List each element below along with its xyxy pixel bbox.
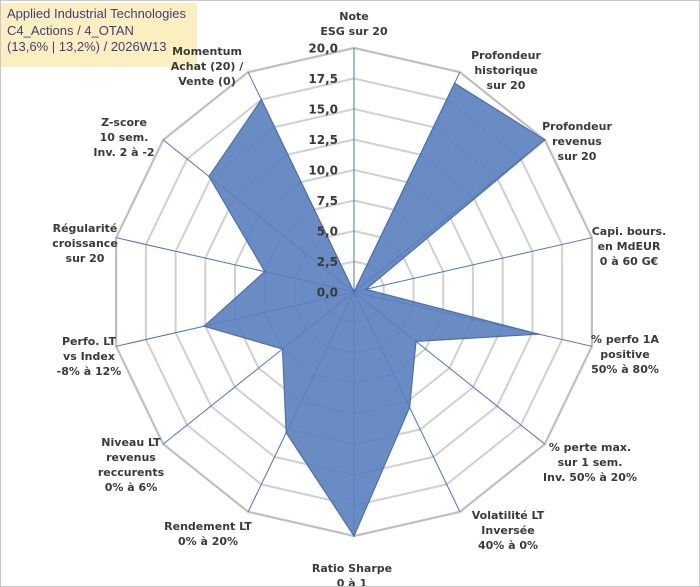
category-label: 50% à 80% bbox=[591, 363, 659, 376]
category-label: sur 20 bbox=[66, 252, 105, 265]
data-point bbox=[208, 175, 210, 178]
category-label: positive bbox=[600, 348, 649, 361]
data-point bbox=[365, 288, 367, 291]
category-label: revenus bbox=[106, 451, 156, 464]
category-label: Z-score bbox=[101, 116, 147, 129]
category-label: 0% à 6% bbox=[105, 481, 157, 494]
category-label: Vente (0) bbox=[178, 75, 235, 88]
radar-series bbox=[202, 82, 546, 538]
category-label: Inv. 2 à -2 bbox=[93, 146, 154, 159]
data-point bbox=[453, 82, 456, 84]
data-point bbox=[415, 340, 417, 343]
title-line-company: Applied Industrial Technologies bbox=[7, 6, 186, 21]
category-label: vs Index bbox=[63, 350, 115, 363]
chart-title-box: Applied Industrial Technologies C4_Actio… bbox=[1, 3, 197, 67]
tick-label: 12,5 bbox=[308, 133, 338, 147]
category-label: Momentum bbox=[172, 45, 242, 58]
tick-label: 17,5 bbox=[308, 72, 338, 86]
category-label: Profondeur bbox=[471, 49, 541, 62]
category-label: reccurents bbox=[98, 466, 165, 479]
tick-label: 7,5 bbox=[317, 194, 338, 208]
data-point bbox=[408, 406, 411, 409]
category-label: sur 20 bbox=[487, 79, 526, 92]
tick-label: 10,0 bbox=[308, 164, 338, 178]
category-label: 0% à 20% bbox=[178, 535, 238, 548]
series-area bbox=[202, 82, 546, 538]
category-label: Inversée bbox=[481, 524, 534, 537]
value-axis: 0,0 2,5 5,0 7,5 10,0 12,5 15,0 17,5 20,0 bbox=[308, 42, 338, 300]
data-point bbox=[353, 291, 355, 293]
data-point bbox=[203, 325, 205, 328]
data-point bbox=[264, 270, 266, 273]
category-label: 40% à 0% bbox=[478, 539, 538, 552]
title-line-portfolio: C4_Actions / 4_OTAN bbox=[7, 22, 134, 38]
title-line-performance: (13,6% | 13,2%) / 2026W13 bbox=[7, 39, 167, 54]
category-label: sur 20 bbox=[558, 150, 597, 163]
category-label: croissance bbox=[52, 237, 118, 250]
category-label: Volatilité LT bbox=[472, 509, 545, 522]
tick-label: 20,0 bbox=[308, 42, 338, 56]
category-label: Ratio Sharpe bbox=[312, 562, 392, 575]
category-label: Profondeur bbox=[542, 120, 612, 133]
axis-spoke bbox=[353, 237, 593, 293]
category-label: Note bbox=[339, 10, 368, 23]
category-label: Niveau LT bbox=[101, 436, 161, 449]
category-label: 0 à 60 G€ bbox=[600, 255, 659, 268]
data-point bbox=[260, 98, 263, 101]
category-label: 0 à 1 bbox=[337, 577, 367, 586]
data-point bbox=[544, 139, 546, 141]
tick-label: 5,0 bbox=[317, 225, 338, 239]
category-label: -8% à 12% bbox=[57, 365, 122, 378]
tick-label: 15,0 bbox=[308, 103, 338, 117]
tick-label: 0,0 bbox=[317, 286, 338, 300]
category-label: en MdEUR bbox=[598, 240, 661, 253]
data-point bbox=[285, 431, 288, 434]
category-label: Inv. 50% à 20% bbox=[543, 471, 637, 484]
data-point bbox=[537, 333, 540, 335]
category-labels: Note ESG sur 20 Profondeur historique sur 20… bbox=[52, 10, 666, 586]
category-label: Rendement LT bbox=[164, 520, 252, 533]
category-label: % perte max. bbox=[549, 441, 631, 454]
data-point bbox=[353, 535, 355, 537]
category-label: Achat (20) / bbox=[171, 60, 245, 73]
category-label: sur 1 sem. bbox=[558, 456, 623, 469]
category-label: revenus bbox=[552, 135, 602, 148]
tick-label: 2,5 bbox=[317, 255, 338, 269]
category-label: ESG sur 20 bbox=[320, 25, 388, 38]
category-label: Capi. bours. bbox=[592, 225, 667, 238]
category-label: Perfo. LT bbox=[62, 335, 116, 348]
data-point bbox=[281, 348, 284, 350]
category-label: 10 sem. bbox=[100, 131, 149, 144]
category-label: historique bbox=[474, 64, 537, 77]
category-label: % perfo 1A bbox=[591, 333, 659, 346]
category-label: Régularité bbox=[53, 222, 118, 235]
